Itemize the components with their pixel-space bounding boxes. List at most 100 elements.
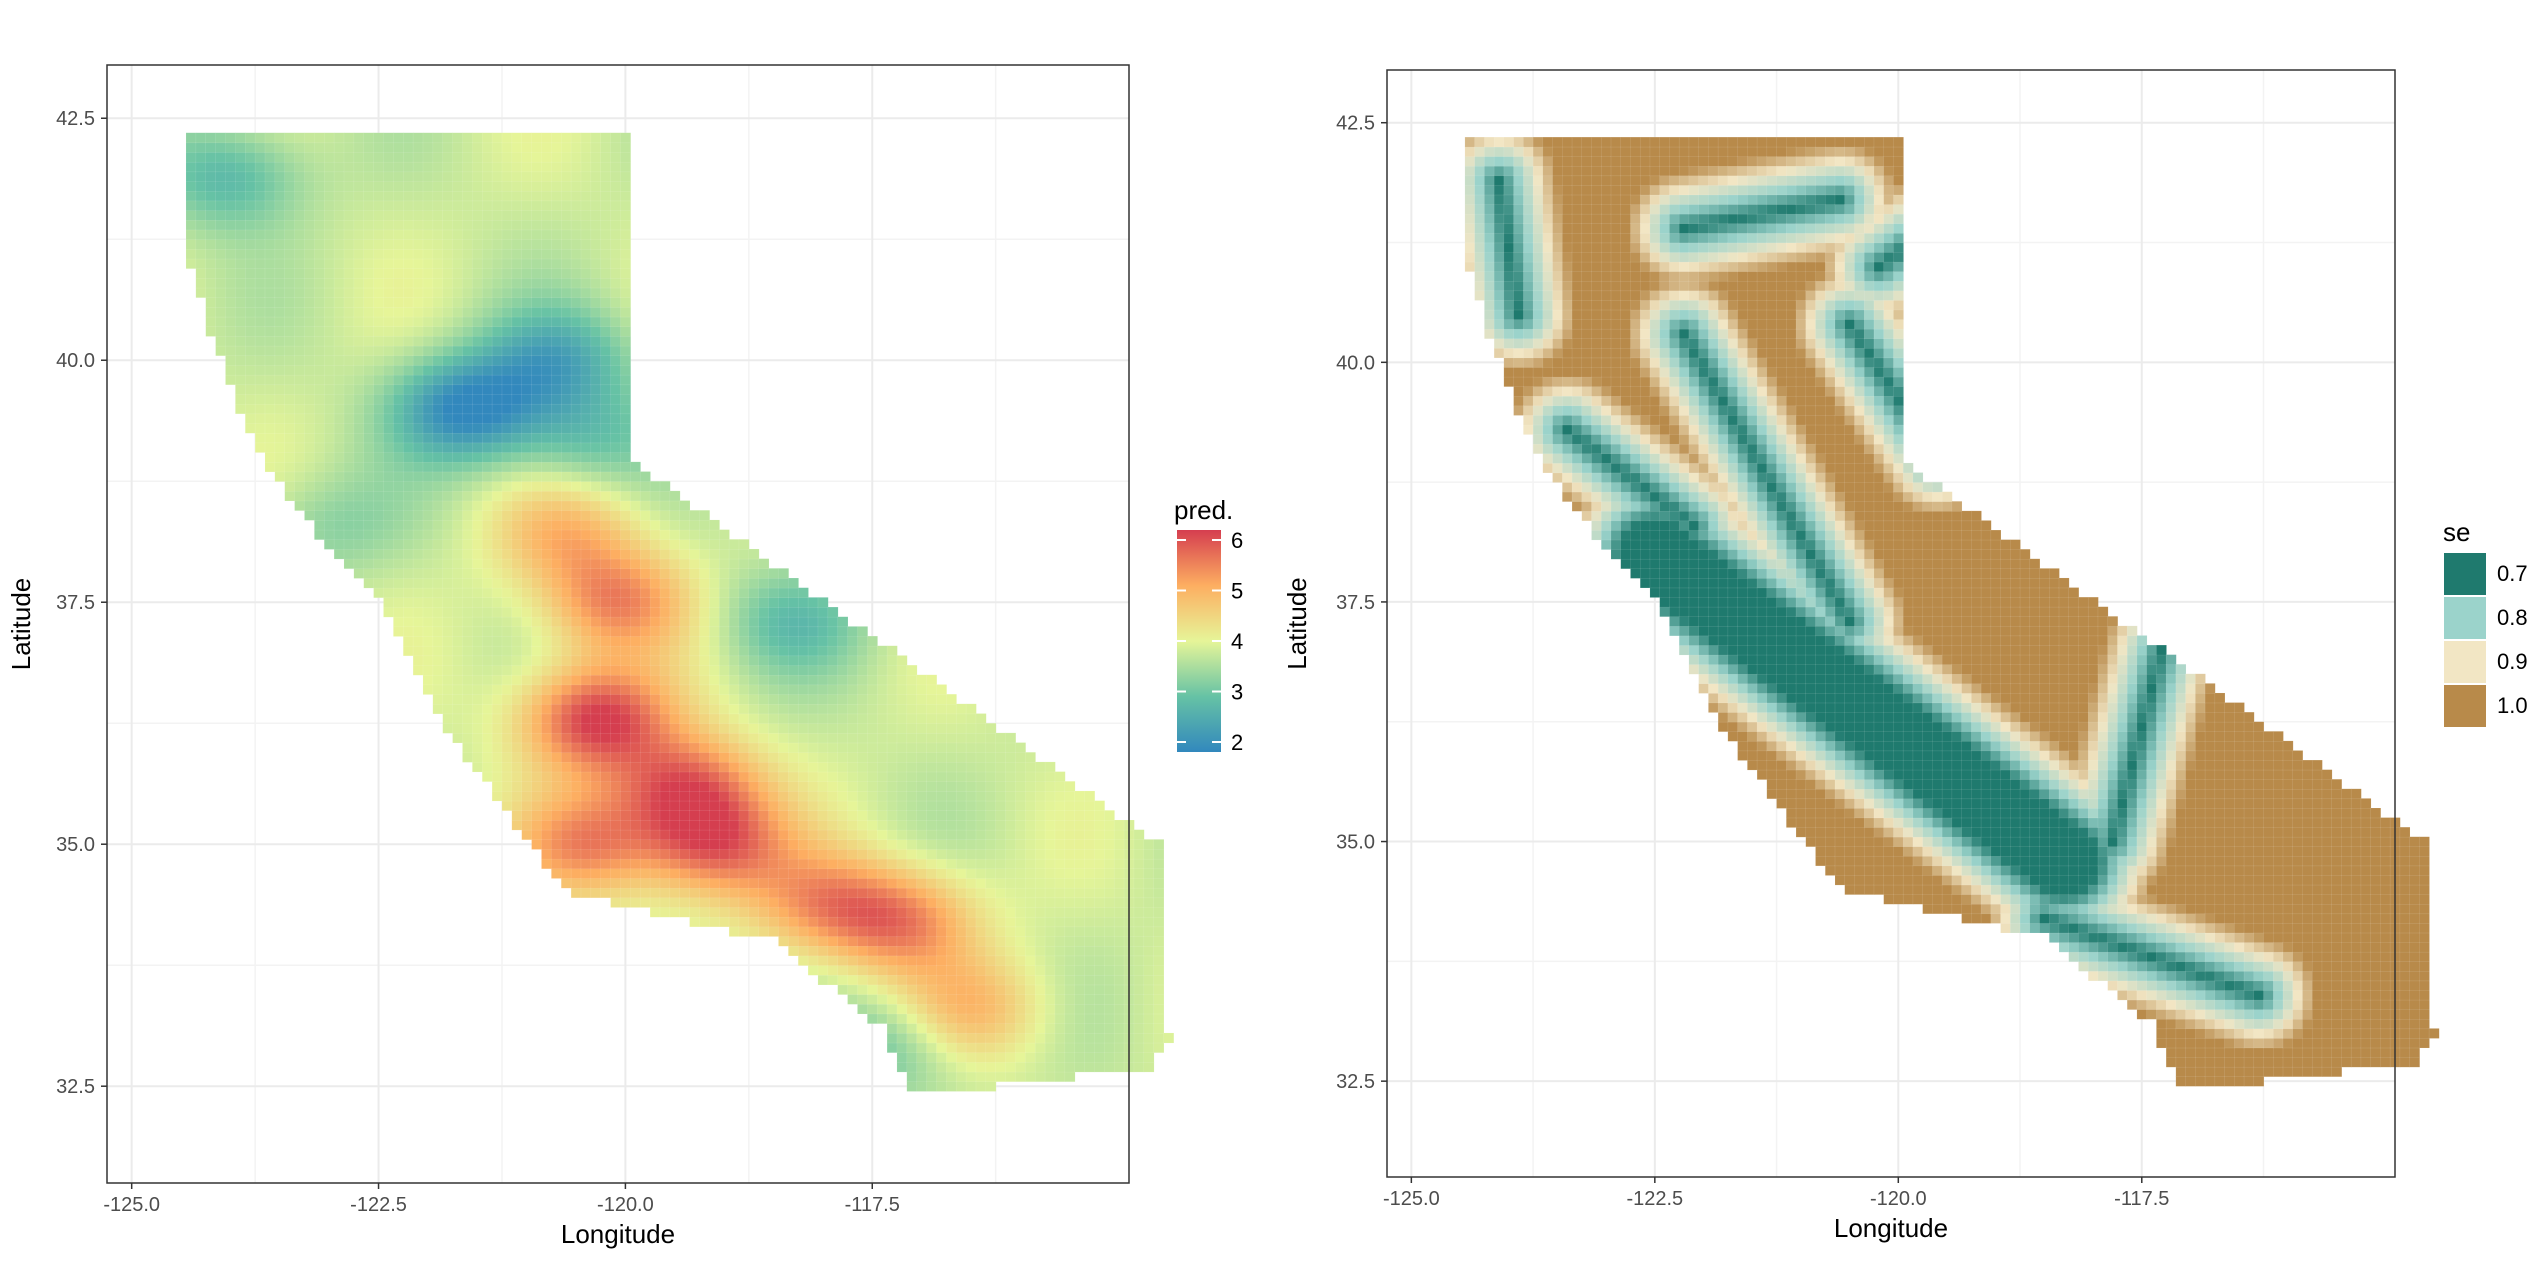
raster-cell: [1084, 1052, 1096, 1063]
raster-cell: [491, 161, 503, 173]
raster-cell: [274, 238, 286, 250]
raster-cell: [274, 364, 286, 376]
raster-cell: [837, 722, 849, 734]
raster-cell: [620, 626, 631, 637]
raster-cell: [353, 500, 365, 511]
raster-cell: [314, 316, 325, 328]
raster-cell: [294, 180, 306, 192]
raster-cell: [244, 258, 256, 269]
raster-cell: [1143, 1032, 1155, 1044]
raster-cell: [353, 384, 365, 395]
raster-cell: [195, 258, 207, 269]
raster-cell: [867, 1003, 878, 1015]
raster-cell: [294, 171, 306, 182]
raster-cell: [600, 548, 612, 560]
raster-cell: [916, 1071, 928, 1083]
raster-cell: [402, 297, 414, 308]
raster-cell: [946, 974, 957, 986]
raster-cell: [639, 645, 651, 657]
raster-cell: [827, 771, 839, 782]
raster-cell: [343, 403, 355, 415]
raster-cell: [1562, 328, 1573, 340]
raster-cell: [620, 829, 631, 841]
raster-cell: [264, 345, 276, 357]
raster-cell: [501, 180, 513, 192]
raster-cell: [807, 597, 819, 608]
raster-cell: [600, 132, 612, 144]
raster-cell: [560, 180, 572, 192]
raster-cell: [867, 819, 878, 831]
raster-cell: [600, 500, 612, 511]
raster-cell: [827, 626, 839, 637]
raster-cell: [709, 529, 720, 540]
raster-cell: [758, 761, 770, 773]
raster-cell: [1532, 299, 1544, 311]
raster-cell: [955, 732, 967, 744]
raster-cell: [560, 238, 572, 250]
raster-cell: [1153, 839, 1165, 850]
raster-cell: [511, 442, 523, 453]
raster-cell: [422, 597, 434, 608]
raster-cell: [551, 577, 562, 589]
raster-cell: [442, 268, 454, 279]
raster-cell: [333, 171, 345, 182]
raster-cell: [195, 229, 207, 240]
raster-cell: [1532, 232, 1544, 244]
raster-cell: [1591, 462, 1602, 474]
raster-cell: [442, 335, 454, 347]
raster-cell: [778, 664, 789, 676]
raster-cell: [906, 993, 918, 1005]
raster-cell: [590, 684, 602, 695]
raster-cell: [531, 539, 543, 550]
raster-cell: [1064, 848, 1076, 860]
raster-cell: [679, 548, 691, 560]
raster-cell: [728, 703, 740, 715]
raster-cell: [1542, 165, 1554, 177]
raster-cell: [1015, 916, 1026, 928]
raster-cell: [462, 558, 474, 569]
raster-cell: [373, 287, 385, 298]
raster-cell: [748, 761, 760, 773]
raster-cell: [916, 819, 928, 831]
raster-cell: [264, 219, 276, 231]
raster-cell: [264, 151, 276, 163]
raster-cell: [304, 326, 316, 337]
raster-cell: [373, 277, 385, 289]
raster-cell: [867, 771, 878, 782]
raster-cell: [610, 887, 622, 899]
raster-cell: [1143, 916, 1155, 928]
raster-cell: [649, 510, 661, 521]
raster-cell: [827, 800, 839, 811]
raster-cell: [639, 529, 651, 540]
raster-cell: [1054, 906, 1066, 918]
raster-cell: [699, 606, 710, 618]
raster-cell: [1074, 964, 1086, 976]
raster-cell: [689, 781, 701, 792]
raster-cell: [422, 413, 434, 424]
raster-cell: [1523, 405, 1534, 416]
raster-cell: [610, 384, 622, 395]
raster-cell: [501, 761, 513, 773]
raster-cell: [1552, 338, 1563, 349]
raster-cell: [768, 645, 780, 657]
raster-cell: [1074, 829, 1086, 841]
raster-cell: [442, 519, 454, 531]
raster-cell: [1581, 184, 1593, 196]
raster-cell: [639, 790, 651, 802]
raster-cell: [422, 480, 434, 492]
raster-cell: [975, 945, 987, 957]
raster-cell: [353, 539, 365, 550]
raster-cell: [649, 693, 661, 705]
raster-cell: [1532, 414, 1544, 426]
raster-cell: [620, 268, 631, 279]
raster-cell: [728, 742, 740, 753]
raster-cell: [462, 268, 474, 279]
raster-cell: [955, 993, 967, 1005]
raster-cell: [521, 761, 533, 773]
raster-cell: [541, 684, 552, 695]
raster-cell: [452, 451, 464, 463]
raster-cell: [630, 461, 641, 473]
raster-cell: [314, 510, 325, 521]
raster-cell: [462, 461, 474, 473]
raster-cell: [1084, 810, 1096, 821]
